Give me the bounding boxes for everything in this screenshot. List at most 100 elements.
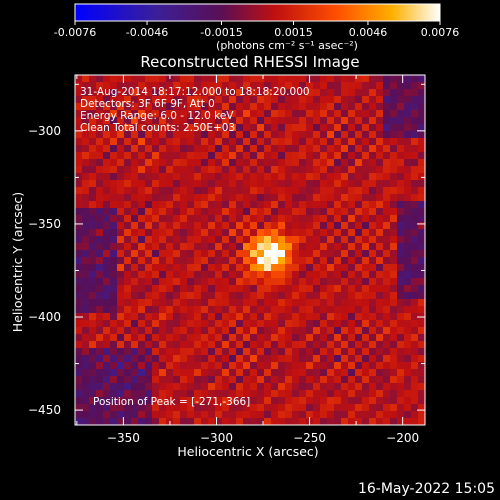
heatmap-cell: [285, 404, 293, 412]
heatmap-cell: [313, 320, 321, 328]
heatmap-cell: [173, 96, 181, 104]
heatmap-cell: [208, 341, 216, 349]
heatmap-cell: [103, 208, 111, 216]
heatmap-cell: [173, 355, 181, 363]
heatmap-cell: [320, 334, 328, 342]
heatmap-cell: [138, 411, 146, 419]
heatmap-cell: [159, 215, 167, 223]
heatmap-cell: [376, 376, 384, 384]
heatmap-cell: [257, 257, 265, 265]
heatmap-cell: [145, 145, 153, 153]
heatmap-cell: [285, 103, 293, 111]
heatmap-cell: [131, 75, 139, 83]
heatmap-cell: [124, 131, 132, 139]
heatmap-cell: [117, 159, 125, 167]
heatmap-cell: [166, 404, 174, 412]
heatmap-cell: [348, 299, 356, 307]
heatmap-cell: [236, 159, 244, 167]
heatmap-cell: [201, 173, 209, 181]
heatmap-cell: [75, 131, 83, 139]
heatmap-cell: [264, 334, 272, 342]
heatmap-cell: [215, 362, 223, 370]
heatmap-cell: [222, 369, 230, 377]
heatmap-cell: [341, 299, 349, 307]
heatmap-cell: [82, 264, 90, 272]
heatmap-cell: [264, 243, 272, 251]
heatmap-cell: [278, 278, 286, 286]
heatmap-cell: [89, 376, 97, 384]
heatmap-cell: [82, 222, 90, 230]
heatmap-cell: [362, 180, 370, 188]
heatmap-cell: [117, 96, 125, 104]
heatmap-cell: [411, 271, 419, 279]
heatmap-cell: [369, 292, 377, 300]
heatmap-cell: [383, 362, 391, 370]
heatmap-cell: [390, 194, 398, 202]
heatmap-cell: [313, 341, 321, 349]
heatmap-cell: [257, 348, 265, 356]
heatmap-cell: [96, 103, 104, 111]
heatmap-cell: [271, 404, 279, 412]
heatmap-cell: [159, 152, 167, 160]
heatmap-cell: [215, 327, 223, 335]
heatmap-cell: [82, 82, 90, 90]
heatmap-cell: [376, 369, 384, 377]
heatmap-cell: [348, 383, 356, 391]
heatmap-cell: [152, 306, 160, 314]
heatmap-cell: [243, 369, 251, 377]
heatmap-cell: [103, 341, 111, 349]
heatmap-cell: [292, 250, 300, 258]
heatmap-cell: [264, 327, 272, 335]
heatmap-cell: [271, 166, 279, 174]
heatmap-cell: [285, 334, 293, 342]
heatmap-cell: [215, 299, 223, 307]
heatmap-cell: [131, 229, 139, 237]
heatmap-cell: [397, 313, 405, 321]
heatmap-cell: [180, 299, 188, 307]
heatmap-cell: [299, 383, 307, 391]
heatmap-cell: [82, 418, 90, 426]
heatmap-cell: [271, 278, 279, 286]
heatmap-cell: [145, 159, 153, 167]
heatmap-cell: [222, 390, 230, 398]
heatmap-cell: [348, 138, 356, 146]
heatmap-cell: [278, 194, 286, 202]
colorbar-tick-label: -0.0076: [53, 26, 97, 39]
heatmap-cell: [180, 75, 188, 83]
heatmap-cell: [278, 257, 286, 265]
heatmap-cell: [320, 390, 328, 398]
heatmap-cell: [313, 103, 321, 111]
heatmap-cell: [236, 264, 244, 272]
heatmap-cell: [327, 292, 335, 300]
heatmap-cell: [131, 124, 139, 132]
heatmap-cell: [243, 376, 251, 384]
heatmap-cell: [138, 264, 146, 272]
heatmap-cell: [173, 334, 181, 342]
heatmap-cell: [369, 131, 377, 139]
heatmap-cell: [257, 376, 265, 384]
heatmap-cell: [96, 404, 104, 412]
heatmap-cell: [194, 257, 202, 265]
heatmap-cell: [404, 257, 412, 265]
heatmap-cell: [278, 222, 286, 230]
heatmap-cell: [390, 180, 398, 188]
heatmap-cell: [264, 355, 272, 363]
heatmap-cell: [152, 166, 160, 174]
heatmap-cell: [397, 187, 405, 195]
heatmap-cell: [334, 89, 342, 97]
heatmap-cell: [250, 250, 258, 258]
heatmap-cell: [229, 362, 237, 370]
heatmap-cell: [411, 306, 419, 314]
heatmap-cell: [215, 96, 223, 104]
heatmap-cell: [194, 103, 202, 111]
heatmap-cell: [173, 152, 181, 160]
heatmap-cell: [411, 110, 419, 118]
heatmap-cell: [383, 82, 391, 90]
heatmap-cell: [299, 278, 307, 286]
heatmap-cell: [390, 341, 398, 349]
heatmap-cell: [103, 383, 111, 391]
heatmap-cell: [103, 124, 111, 132]
heatmap-cell: [82, 159, 90, 167]
heatmap-cell: [250, 264, 258, 272]
heatmap-cell: [306, 390, 314, 398]
